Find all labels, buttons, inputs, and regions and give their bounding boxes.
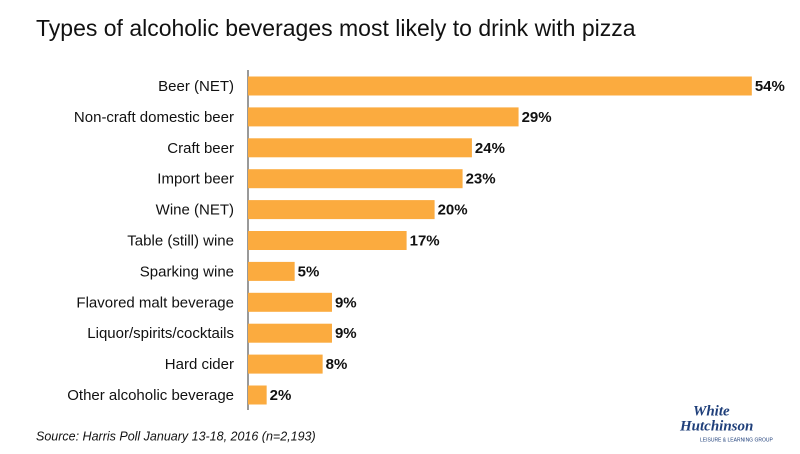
bar xyxy=(248,169,463,189)
category-label: Non-craft domestic beer xyxy=(74,109,234,126)
value-label: 24% xyxy=(475,140,505,157)
bar xyxy=(248,107,519,127)
category-label: Craft beer xyxy=(167,140,234,157)
logo-text: Hutchinson xyxy=(679,418,753,434)
value-label: 9% xyxy=(335,294,357,311)
bar xyxy=(248,76,752,96)
value-label: 5% xyxy=(298,263,320,280)
bar xyxy=(248,138,472,158)
category-label: Flavored malt beverage xyxy=(76,294,234,311)
value-label: 20% xyxy=(438,202,468,219)
category-label: Import beer xyxy=(157,171,234,188)
category-label: Table (still) wine xyxy=(127,232,234,249)
category-label: Other alcoholic beverage xyxy=(67,387,234,404)
bar xyxy=(248,354,323,374)
logo-text: White xyxy=(693,403,730,419)
category-label: Sparking wine xyxy=(140,263,234,280)
category-label: Wine (NET) xyxy=(156,202,234,219)
value-label: 54% xyxy=(755,78,785,95)
value-label: 2% xyxy=(270,387,292,404)
logo: White Hutchinson LEISURE & LEARNING GROU… xyxy=(679,403,773,443)
category-label: Hard cider xyxy=(165,356,234,373)
bar xyxy=(248,261,295,281)
bar xyxy=(248,292,332,312)
chart-title: Types of alcoholic beverages most likely… xyxy=(36,15,636,41)
value-label: 17% xyxy=(410,232,440,249)
value-label: 29% xyxy=(522,109,552,126)
bar xyxy=(248,231,407,250)
bar xyxy=(248,323,332,343)
value-label: 23% xyxy=(466,171,496,188)
value-label: 9% xyxy=(335,325,357,342)
source-note: Source: Harris Poll January 13-18, 2016 … xyxy=(36,429,316,443)
logo-tagline: LEISURE & LEARNING GROUP xyxy=(700,437,773,443)
category-label: Beer (NET) xyxy=(158,78,234,95)
bar xyxy=(248,200,435,220)
category-label: Liquor/spirits/cocktails xyxy=(87,325,234,342)
value-label: 8% xyxy=(326,356,348,373)
bar xyxy=(248,385,267,405)
